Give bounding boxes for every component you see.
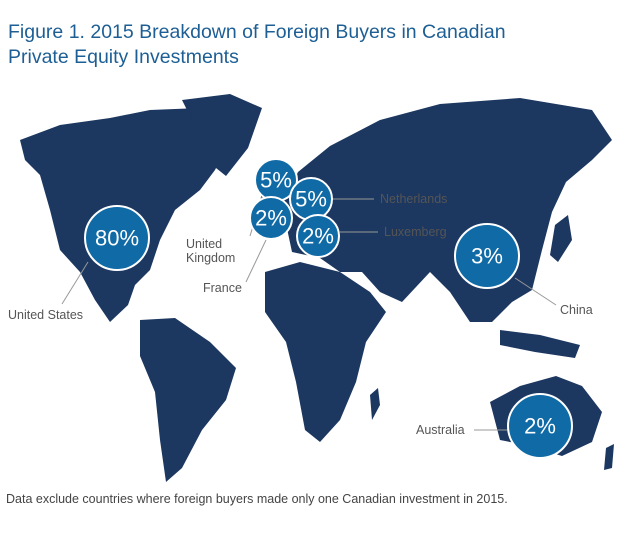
country-label: Netherlands (380, 192, 448, 206)
country-label: United States (8, 308, 84, 322)
title: Figure 1. 2015 Breakdown of Foreign Buye… (8, 21, 506, 68)
bubble (84, 205, 150, 271)
country-label: France (203, 281, 242, 295)
eurasia (282, 98, 612, 322)
leader-line (61, 261, 89, 305)
country-label: Luxemberg (384, 225, 447, 239)
south-america (140, 318, 236, 482)
bubble (454, 223, 520, 289)
country-label: Australia (416, 423, 465, 437)
japan (550, 215, 572, 262)
country-label: United Kingdom (186, 237, 236, 265)
bubble (296, 214, 340, 258)
bubble-label: 5% (260, 168, 292, 193)
se-asia-islands (500, 330, 580, 358)
new-zealand (604, 444, 614, 470)
bubble (249, 196, 293, 240)
bubble (507, 393, 573, 459)
africa (265, 262, 386, 442)
bubble-label: 2% (255, 206, 287, 231)
bubble-label: 2% (524, 414, 556, 439)
leader-line (514, 277, 557, 306)
bubble-label: 5% (295, 187, 327, 212)
madagascar (370, 388, 380, 420)
footnote: Data exclude countries where foreign buy… (6, 492, 508, 506)
bubbles: 80% 5%5% 2% 2% 3% 2% (61, 158, 573, 459)
greenland (182, 94, 262, 176)
continents (20, 94, 614, 482)
leader-line (245, 239, 267, 283)
bubble-label: 80% (95, 226, 139, 251)
bubble-label: 2% (302, 224, 334, 249)
bubble-label: 3% (471, 244, 503, 269)
country-label: China (560, 303, 593, 317)
